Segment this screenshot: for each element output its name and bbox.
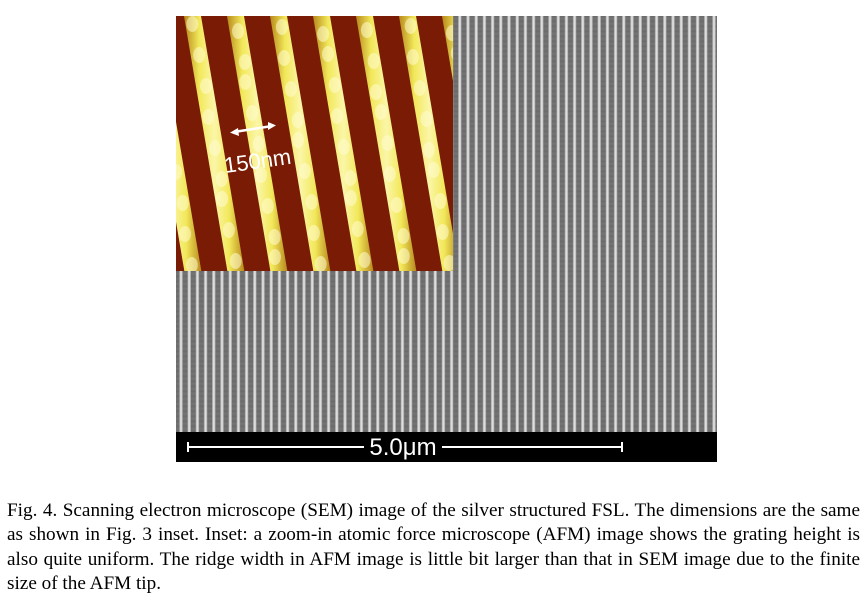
afm-grain	[238, 54, 251, 70]
sem-figure: 150nm 5.0μm	[176, 16, 717, 462]
afm-grain	[443, 255, 453, 271]
afm-grain	[358, 252, 371, 268]
afm-grain	[179, 226, 192, 242]
afm-grain	[255, 167, 268, 183]
scale-bar-line-right	[442, 446, 622, 448]
afm-grain	[381, 135, 394, 151]
afm-grain	[434, 193, 447, 209]
afm-grain	[208, 140, 221, 156]
afm-grain	[328, 77, 341, 93]
afm-grain	[199, 78, 212, 94]
figure-caption: Fig. 4. Scanning electron microscope (SE…	[7, 499, 860, 597]
afm-grain	[422, 142, 435, 158]
afm-grain	[186, 16, 199, 32]
afm-grain	[215, 171, 228, 187]
afm-grain	[261, 198, 274, 214]
afm-grain	[360, 22, 373, 38]
scale-bar-cap-right	[621, 442, 623, 452]
afm-grain	[314, 256, 327, 271]
scale-bar: 5.0μm	[176, 432, 717, 462]
afm-grain	[298, 163, 311, 179]
afm-grain	[344, 190, 357, 206]
afm-grain	[404, 18, 417, 34]
afm-grain	[420, 111, 433, 127]
afm-grain	[317, 26, 330, 42]
afm-grain	[427, 162, 440, 178]
afm-grain	[331, 108, 343, 124]
afm-grain	[413, 80, 426, 96]
afm-grain	[202, 109, 215, 125]
afm-grain	[337, 139, 350, 155]
afm-grain	[193, 47, 206, 63]
afm-grating-image	[176, 16, 453, 271]
afm-grain	[176, 195, 189, 211]
caption-text: Fig. 4. Scanning electron microscope (SE…	[7, 500, 860, 595]
scale-bar-line-left	[188, 446, 364, 448]
afm-grain	[445, 25, 453, 41]
afm-grain	[252, 136, 265, 152]
afm-grain	[369, 84, 382, 100]
afm-grain	[185, 257, 198, 271]
afm-grain	[284, 81, 297, 97]
afm-grain	[292, 132, 305, 148]
afm-grain	[176, 164, 183, 180]
afm-grain	[232, 23, 245, 39]
afm-grain	[307, 225, 320, 241]
afm-grain	[450, 46, 453, 60]
afm-grain	[245, 105, 258, 121]
afm-grain	[374, 104, 387, 120]
afm-grain	[239, 74, 252, 90]
afm-grain	[351, 221, 364, 237]
afm-grain	[216, 191, 229, 207]
afm-grain	[321, 46, 334, 62]
afm-grain	[268, 249, 281, 265]
afm-grain	[436, 224, 449, 240]
afm-grain	[397, 228, 410, 244]
afm-grain	[406, 49, 419, 65]
afm-grain	[275, 19, 288, 35]
afm-grain	[268, 229, 281, 245]
afm-grain	[344, 170, 357, 186]
afm-grain	[229, 253, 242, 269]
afm-grain	[390, 197, 403, 213]
double-arrow-icon	[230, 122, 276, 136]
afm-inset-image: 150nm	[176, 16, 453, 271]
afm-grain	[278, 50, 291, 66]
afm-grain	[222, 222, 235, 238]
afm-grain	[383, 166, 396, 182]
afm-grain	[367, 53, 380, 69]
afm-grain	[305, 194, 318, 210]
afm-grain	[291, 112, 304, 128]
afm-grain	[397, 248, 410, 264]
scale-bar-label: 5.0μm	[369, 434, 437, 461]
